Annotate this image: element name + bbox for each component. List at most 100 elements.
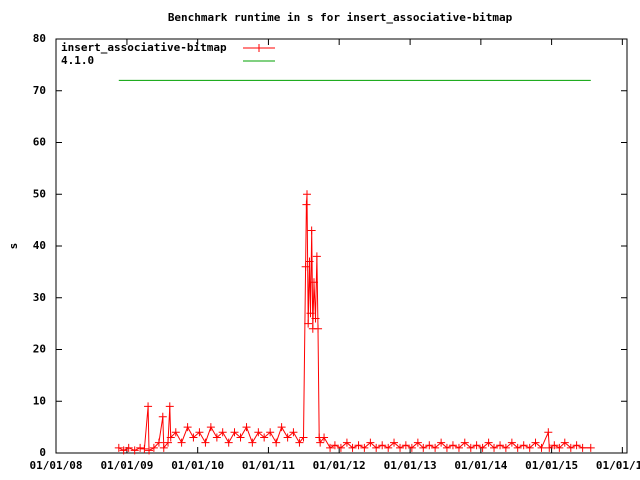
data-point (407, 443, 416, 452)
data-point (472, 441, 481, 450)
data-point (254, 428, 263, 437)
data-point (212, 433, 221, 442)
data-point (266, 428, 275, 437)
data-point (289, 428, 298, 437)
x-tick-label: 01/01/15 (525, 459, 578, 472)
legend-marker (255, 44, 263, 52)
data-point (124, 443, 133, 452)
y-axis-label: s (7, 243, 20, 250)
data-point (354, 441, 363, 450)
x-tick-label: 01/01/13 (384, 459, 437, 472)
data-point (401, 441, 410, 450)
data-point (277, 423, 286, 432)
data-point (431, 443, 440, 452)
x-tick-label: 01/01/14 (454, 459, 507, 472)
data-point (454, 443, 463, 452)
data-point (159, 443, 168, 452)
data-point (513, 443, 522, 452)
data-point (183, 423, 192, 432)
data-point (560, 438, 569, 447)
data-point (466, 443, 475, 452)
data-point (501, 443, 510, 452)
data-point (149, 443, 158, 452)
data-point (550, 441, 559, 450)
data-point (566, 443, 575, 452)
x-tick-label: 01/01/16 (596, 459, 640, 472)
data-point (306, 309, 315, 318)
data-point (140, 444, 149, 453)
data-point (114, 443, 123, 452)
data-point (390, 438, 399, 447)
data-point (248, 438, 257, 447)
data-point (496, 441, 505, 450)
data-point (314, 324, 323, 333)
y-tick-label: 0 (39, 446, 46, 459)
x-tick-label: 01/01/12 (313, 459, 366, 472)
data-point (171, 428, 180, 437)
data-point (302, 200, 311, 209)
data-point (236, 433, 245, 442)
data-point (342, 438, 351, 447)
data-point (295, 438, 304, 447)
data-point (425, 441, 434, 450)
data-point (578, 443, 587, 452)
data-point (189, 433, 198, 442)
data-point (525, 443, 534, 452)
data-point (301, 262, 310, 271)
chart-title: Benchmark runtime in s for insert_associ… (168, 11, 513, 24)
legend-label: insert_associative-bitmap (61, 41, 227, 54)
data-point (177, 438, 186, 447)
data-point (195, 428, 204, 437)
y-tick-label: 40 (33, 239, 46, 252)
data-point (537, 443, 546, 452)
data-point (326, 443, 335, 452)
data-point (330, 441, 339, 450)
data-point (572, 441, 581, 450)
data-point (154, 438, 163, 447)
data-point (336, 443, 345, 452)
data-point (309, 278, 318, 287)
data-point (158, 412, 167, 421)
data-point (555, 443, 564, 452)
data-point (136, 443, 145, 452)
legend-label: 4.1.0 (61, 54, 94, 67)
data-point (272, 438, 281, 447)
data-point (145, 446, 154, 455)
data-point (413, 438, 422, 447)
data-point (348, 443, 357, 452)
y-tick-label: 60 (33, 136, 46, 149)
data-point (507, 438, 516, 447)
data-point (206, 423, 215, 432)
data-point (224, 438, 233, 447)
x-tick-label: 01/01/11 (242, 459, 295, 472)
y-tick-label: 50 (33, 187, 46, 200)
y-tick-label: 70 (33, 84, 46, 97)
data-point (360, 443, 369, 452)
data-point (312, 252, 321, 261)
data-point (366, 438, 375, 447)
data-point (304, 319, 313, 328)
data-point (130, 446, 139, 455)
data-point (299, 433, 308, 442)
y-tick-label: 80 (33, 32, 46, 45)
data-point (478, 443, 487, 452)
data-point (372, 443, 381, 452)
data-point (218, 428, 227, 437)
data-point (320, 433, 329, 442)
data-point (544, 428, 553, 437)
data-point (303, 190, 311, 199)
data-point (242, 423, 251, 432)
data-point (260, 433, 269, 442)
data-point (305, 257, 314, 266)
x-tick-label: 01/01/08 (30, 459, 83, 472)
data-point (460, 438, 469, 447)
data-point (490, 443, 499, 452)
data-point (283, 433, 292, 442)
data-point (316, 438, 325, 447)
data-point (437, 438, 446, 447)
data-point (531, 438, 540, 447)
y-tick-label: 20 (33, 343, 46, 356)
data-point (378, 441, 387, 450)
data-point (448, 441, 457, 450)
